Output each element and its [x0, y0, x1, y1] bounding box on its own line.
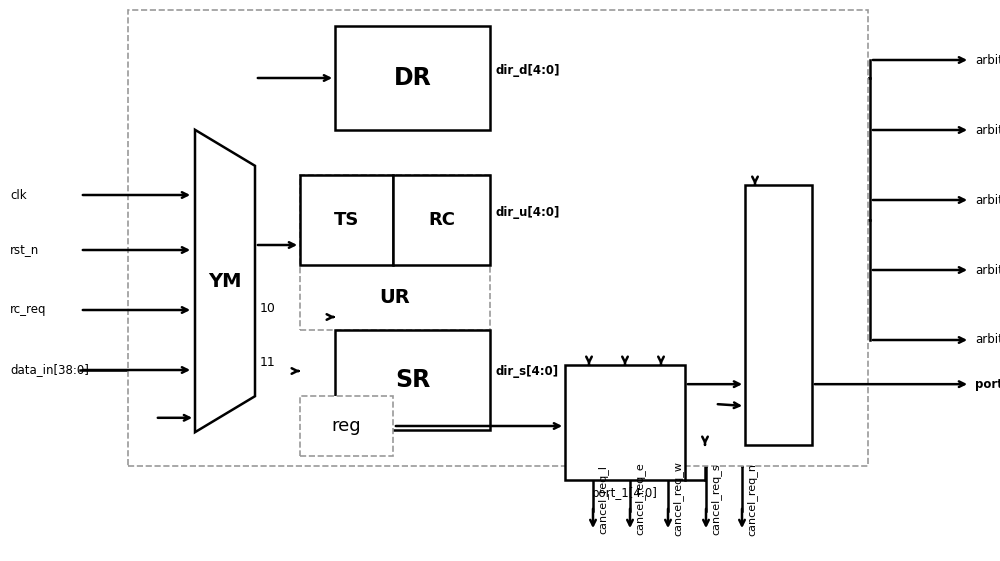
Text: rc_req: rc_req — [10, 304, 46, 316]
Text: 11: 11 — [260, 356, 276, 370]
Polygon shape — [195, 130, 255, 432]
Text: rst_n: rst_n — [10, 243, 39, 256]
Text: YM: YM — [208, 272, 242, 291]
Text: clk: clk — [10, 188, 27, 201]
Text: cancel_req_n: cancel_req_n — [746, 462, 757, 536]
Text: reg: reg — [332, 417, 361, 435]
Text: dir_s[4:0]: dir_s[4:0] — [495, 366, 558, 379]
Bar — [128, 10, 868, 466]
Text: cancel_req_l: cancel_req_l — [597, 465, 608, 534]
Text: 10: 10 — [260, 302, 276, 315]
Text: cancel_req_w: cancel_req_w — [672, 462, 683, 536]
Bar — [745, 185, 812, 445]
Bar — [300, 175, 393, 265]
Text: arbiter_req_s: arbiter_req_s — [975, 123, 1000, 136]
Text: UR: UR — [380, 288, 410, 307]
Bar — [393, 175, 490, 265]
Text: DR: DR — [394, 66, 431, 90]
Text: arbiter_req_n: arbiter_req_n — [975, 53, 1000, 67]
Text: port_2[4:0]: port_2[4:0] — [975, 378, 1000, 390]
Text: RC: RC — [428, 211, 455, 229]
Text: dir_u[4:0]: dir_u[4:0] — [495, 205, 559, 218]
Text: cancel_req_s: cancel_req_s — [710, 463, 721, 535]
Bar — [300, 396, 393, 456]
Text: arbiter_req_e: arbiter_req_e — [975, 264, 1000, 277]
Text: cancel_req_e: cancel_req_e — [634, 463, 645, 535]
Text: TS: TS — [334, 211, 359, 229]
Bar — [335, 26, 490, 130]
Text: arbiter_req_w: arbiter_req_w — [975, 194, 1000, 206]
Text: arbiter_req_l: arbiter_req_l — [975, 333, 1000, 347]
Bar — [565, 365, 685, 480]
Bar — [300, 175, 490, 330]
Text: SR: SR — [395, 368, 430, 392]
Text: data_in[38:0]: data_in[38:0] — [10, 364, 89, 376]
Bar — [335, 330, 490, 430]
Text: dir_d[4:0]: dir_d[4:0] — [495, 63, 560, 76]
Text: port_1[4:0]: port_1[4:0] — [592, 488, 658, 500]
